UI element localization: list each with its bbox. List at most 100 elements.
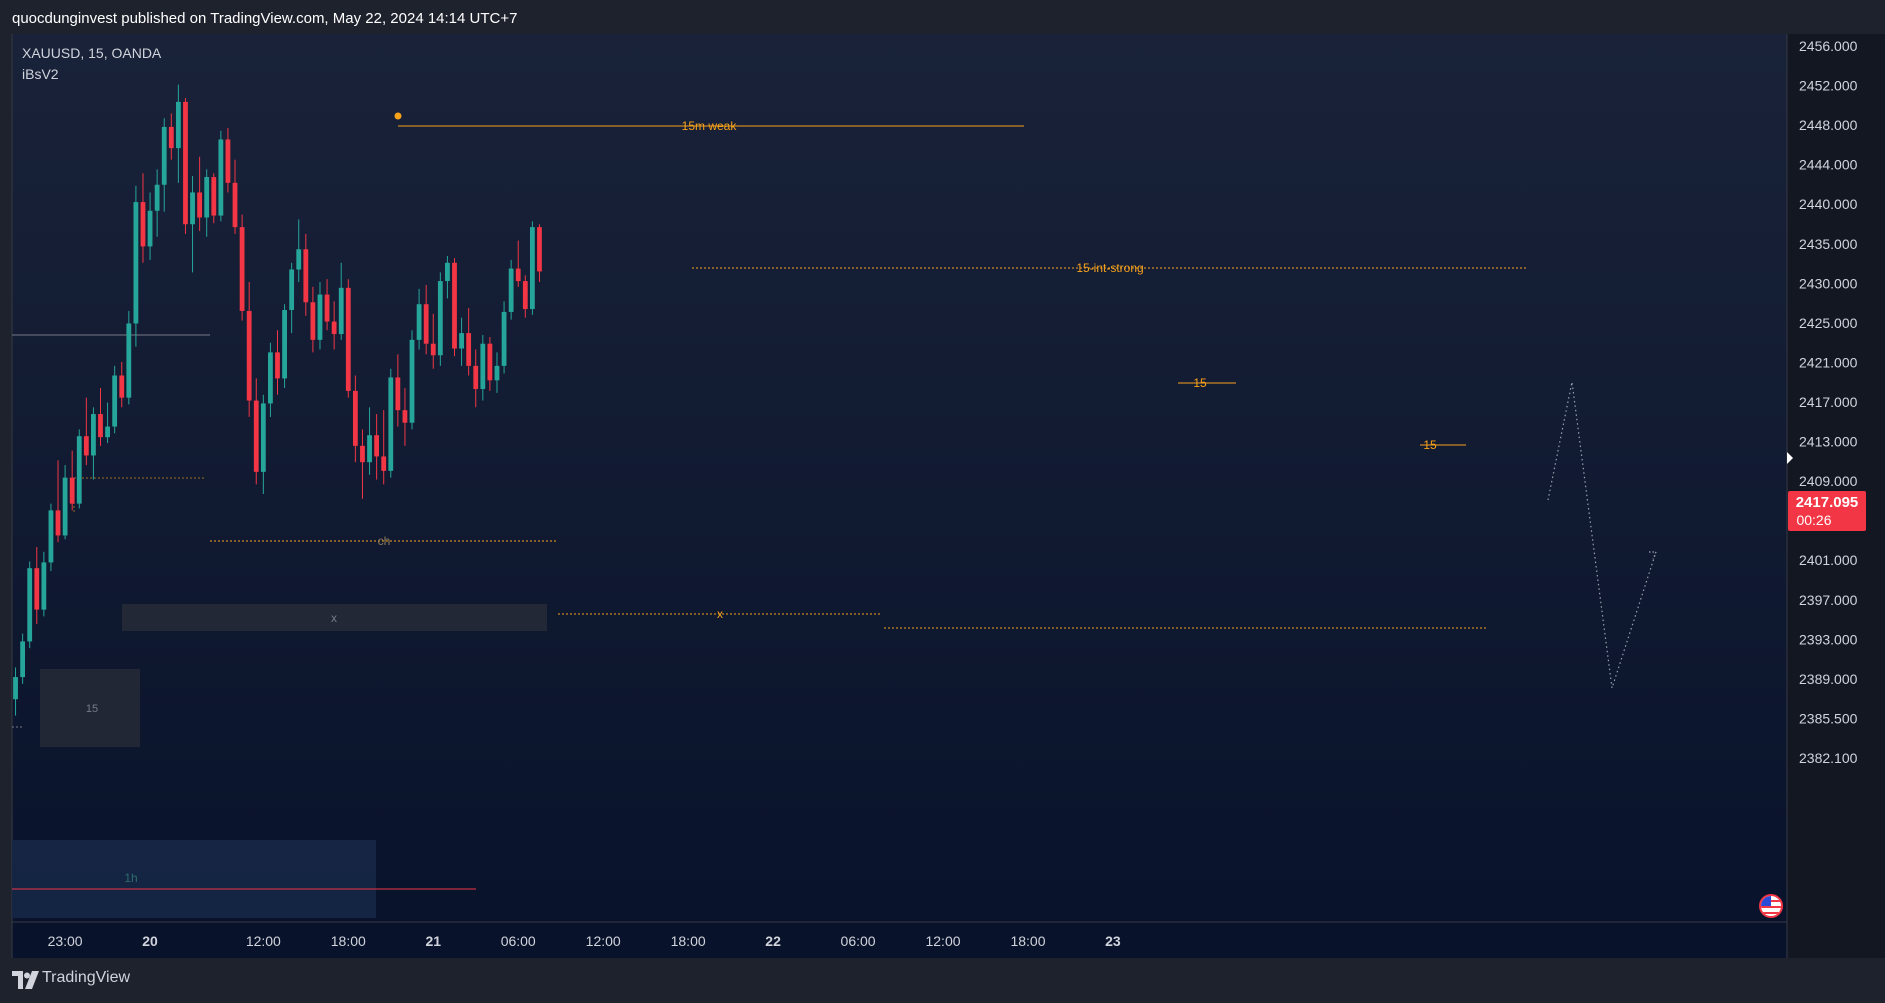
time-tick-label: 12:00 — [246, 933, 281, 949]
price-tag-box — [1788, 491, 1866, 531]
tradingview-logo-icon[interactable] — [12, 971, 40, 989]
price-tick-label: 2389.000 — [1799, 671, 1858, 687]
candle-body — [204, 177, 210, 218]
candle-body — [317, 294, 323, 340]
candle-body — [225, 139, 231, 183]
time-tick-label: 12:00 — [586, 933, 621, 949]
candles-layer — [13, 84, 542, 716]
candle-body — [289, 269, 295, 310]
price-tick-label: 2444.000 — [1799, 157, 1858, 173]
candle-body — [423, 304, 429, 344]
price-tick-label: 2452.000 — [1799, 78, 1858, 94]
legend-indicator[interactable]: iBsV2 — [22, 66, 59, 82]
candle-body — [494, 365, 500, 381]
price-tick-label: 2393.000 — [1799, 631, 1858, 647]
tradingview-brand[interactable]: TradingView — [42, 969, 131, 986]
zone-1h — [12, 840, 376, 918]
candle-body — [197, 192, 203, 218]
candle-body — [268, 352, 273, 404]
candle-body — [331, 321, 337, 335]
candle-body — [175, 101, 181, 149]
price-tick-label: 2413.000 — [1799, 434, 1858, 450]
candle-body — [501, 311, 507, 366]
candle-body — [282, 309, 287, 379]
candle-body — [112, 375, 118, 427]
time-axis[interactable]: 23:00 20 12:00 18:00 21 06:00 12:00 18:00 22 06:0… — [48, 933, 1121, 949]
candle-body — [409, 339, 415, 423]
candle-body — [211, 177, 217, 216]
price-tag-value: 2417.095 — [1796, 494, 1859, 511]
candle-body — [430, 343, 436, 356]
candle-body — [402, 410, 408, 423]
annotation-labels-layer: 15m weak 15-int-strong ch x x 15 1h 15 15 — [86, 119, 1437, 885]
candle-body — [147, 210, 153, 247]
swing-high-dot — [394, 112, 402, 120]
candle-body — [253, 400, 259, 472]
label-marker-15-b: 15 — [1423, 438, 1437, 452]
label-x: x — [717, 607, 723, 621]
price-tick-label: 2421.000 — [1799, 354, 1858, 370]
candle-body — [480, 343, 486, 389]
candle-body — [69, 477, 75, 504]
candle-body — [522, 281, 528, 310]
candle-body — [345, 287, 351, 391]
candle-body — [20, 641, 26, 678]
projection-path — [1547, 381, 1657, 689]
time-tick-label: 21 — [425, 933, 441, 949]
candle-body — [27, 568, 33, 642]
time-tick-label: 06:00 — [841, 933, 876, 949]
price-tick-label: 2456.000 — [1799, 38, 1858, 54]
candle-body — [508, 268, 514, 312]
time-tick-label: 20 — [142, 933, 158, 949]
candle-body — [126, 323, 132, 398]
time-tick-label: 23:00 — [48, 933, 83, 949]
candle-body — [190, 192, 195, 225]
candle-body — [83, 436, 89, 456]
candle-body — [416, 304, 422, 340]
candle-body — [466, 333, 472, 366]
label-zone-1h: 1h — [124, 871, 137, 885]
price-chart[interactable]: 15m weak 15-int-strong ch x x 15 1h 15 15 2456.0… — [0, 34, 1885, 958]
time-tick-label: 18:00 — [671, 933, 706, 949]
candle-body — [352, 390, 358, 446]
candle-body — [452, 262, 457, 349]
candle-body — [360, 445, 365, 463]
crosshair-price-marker — [1787, 452, 1793, 464]
label-marker-15-a: 15 — [1193, 376, 1207, 390]
label-zone-x: x — [331, 611, 337, 625]
candle-body — [445, 262, 450, 282]
projection-arrowhead — [1649, 551, 1657, 560]
publish-header: quocdunginvest published on TradingView.… — [0, 0, 1885, 34]
candle-body — [459, 333, 464, 349]
time-tick-label: 23 — [1105, 933, 1121, 949]
candle-body — [388, 377, 394, 471]
legend-symbol[interactable]: XAUUSD, 15, OANDA — [22, 45, 162, 61]
time-tick-label: 18:00 — [331, 933, 366, 949]
candle-body — [154, 184, 160, 211]
zone-15 — [40, 669, 140, 747]
time-tick-label: 22 — [765, 933, 781, 949]
label-ch: ch — [378, 534, 391, 548]
candle-body — [260, 403, 266, 472]
label-15m-weak: 15m weak — [682, 119, 738, 133]
candle-body — [119, 375, 125, 398]
zone-x — [122, 604, 547, 631]
candle-body — [473, 365, 479, 389]
us-flag-icon[interactable] — [1759, 894, 1783, 918]
price-tick-label: 2409.000 — [1799, 473, 1858, 489]
plot-background — [12, 34, 1787, 958]
candle-body — [183, 101, 188, 225]
candle-body — [537, 227, 542, 272]
candle-body — [105, 426, 110, 438]
time-tick-label: 06:00 — [501, 933, 536, 949]
candle-body — [13, 677, 18, 700]
candle-body — [34, 568, 40, 610]
candle-body — [161, 126, 167, 185]
price-tick-label: 2417.000 — [1799, 394, 1858, 410]
candle-body — [133, 202, 139, 324]
candle-body — [218, 139, 224, 216]
candle-body — [296, 249, 302, 270]
price-tag-countdown: 00:26 — [1796, 512, 1831, 528]
candle-body — [515, 268, 521, 282]
candle-body — [437, 281, 443, 356]
